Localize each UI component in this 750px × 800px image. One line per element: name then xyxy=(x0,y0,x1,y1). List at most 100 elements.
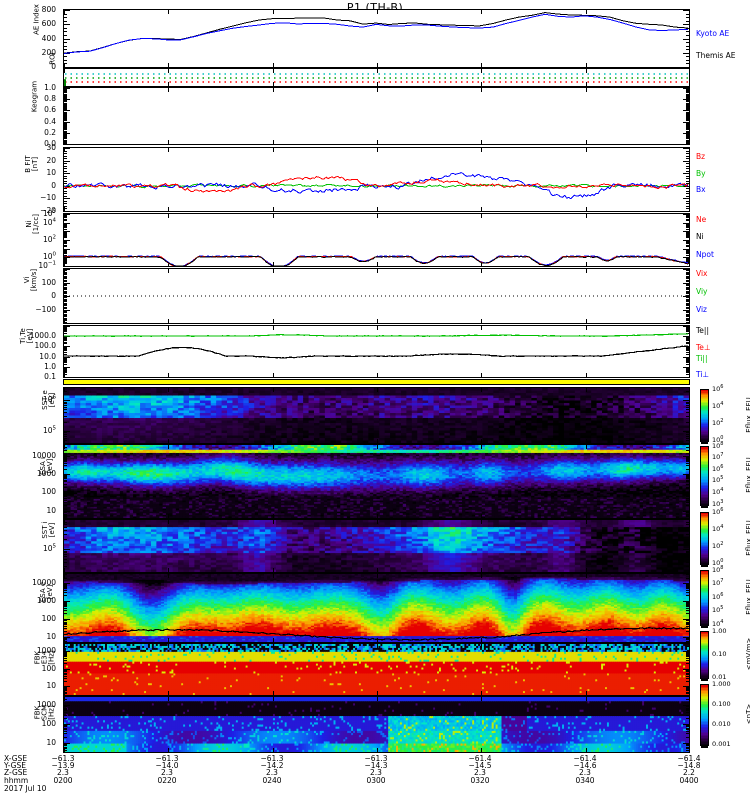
axis-tick xyxy=(686,127,689,128)
axis-tick xyxy=(686,658,689,659)
axis-tick xyxy=(683,326,689,327)
axis-tick xyxy=(64,262,67,263)
axis-tick xyxy=(686,339,689,340)
axis-tick xyxy=(686,493,689,494)
colorbar-step xyxy=(701,492,708,495)
colorbar-step xyxy=(701,638,708,640)
x-tick-value: −14.6 xyxy=(563,762,607,770)
axis-tick xyxy=(64,112,67,113)
axis-tick xyxy=(683,211,689,212)
axis-tick xyxy=(64,214,70,215)
axis-tick xyxy=(586,568,587,572)
colorbar-tick-label: 100 xyxy=(712,435,723,444)
axis-tick xyxy=(686,293,689,294)
axis-tick xyxy=(686,370,689,371)
axis-tick xyxy=(64,626,67,627)
panel-fbk-e34 xyxy=(63,643,690,696)
fbk-e-y-tick: 1000 xyxy=(0,647,56,655)
axis-tick xyxy=(481,262,482,266)
roi-axis-title: ROI xyxy=(49,35,57,81)
axis-tick xyxy=(273,63,274,67)
vi-axis-title: Vi [km/s] xyxy=(23,257,38,303)
axis-tick xyxy=(64,374,67,375)
colorbar-step xyxy=(701,538,708,541)
axis-tick xyxy=(64,118,67,119)
axis-tick xyxy=(64,225,67,226)
fbk-e-y-tick: 10 xyxy=(0,682,56,690)
axis-tick xyxy=(64,347,67,348)
colorbar-step xyxy=(701,663,708,666)
colorbar-step xyxy=(701,613,708,616)
axis-tick xyxy=(273,69,274,73)
p-fbkb-spectrogram-image xyxy=(64,697,689,752)
colorbar-step xyxy=(701,555,708,558)
colorbar-esa-e xyxy=(700,570,709,628)
colorbar-step xyxy=(701,674,708,676)
esa-e-y-tick: 10000 xyxy=(0,579,56,587)
colorbar-step xyxy=(701,490,708,493)
axis-tick xyxy=(64,438,67,439)
axis-tick xyxy=(686,278,689,279)
axis-tick xyxy=(64,368,67,369)
axis-tick xyxy=(686,260,689,261)
axis-tick xyxy=(64,651,70,652)
colorbar-step xyxy=(701,719,708,722)
axis-tick xyxy=(64,354,67,355)
colorbar-step xyxy=(701,468,708,471)
bfit-series-bx xyxy=(64,172,689,200)
axis-tick xyxy=(64,299,67,300)
axis-tick xyxy=(64,487,67,488)
axis-tick xyxy=(64,731,67,732)
axis-tick xyxy=(686,494,689,495)
colorbar-tick-label: 102 xyxy=(712,418,723,427)
axis-tick xyxy=(64,224,67,225)
axis-tick xyxy=(686,737,689,738)
axis-tick xyxy=(64,343,67,344)
axis-tick xyxy=(686,103,689,104)
colorbar-step xyxy=(701,723,708,727)
axis-tick xyxy=(64,367,70,368)
axis-tick xyxy=(64,592,67,593)
axis-tick xyxy=(377,439,378,443)
axis-tick xyxy=(683,257,689,258)
axis-tick xyxy=(686,361,689,362)
axis-tick xyxy=(64,181,67,182)
colorbar-step xyxy=(701,708,708,711)
vi-y-tick: 0 xyxy=(0,292,56,300)
axis-tick xyxy=(64,412,67,413)
axis-tick xyxy=(377,319,378,323)
axis-tick xyxy=(273,269,274,273)
axis-tick xyxy=(377,691,378,695)
axis-tick xyxy=(686,484,689,485)
axis-tick xyxy=(64,241,67,242)
axis-tick xyxy=(64,481,67,482)
axis-tick xyxy=(64,530,67,531)
axis-tick xyxy=(64,729,67,730)
axis-tick xyxy=(686,409,689,410)
axis-tick xyxy=(686,232,689,233)
axis-tick xyxy=(686,153,689,154)
colorbar-step xyxy=(701,736,708,739)
axis-tick xyxy=(686,295,689,296)
axis-tick xyxy=(64,669,70,670)
bfit-y-tick: 30 xyxy=(0,144,56,152)
colorbar-step xyxy=(701,603,708,606)
vi-y-tick: 100 xyxy=(0,279,56,287)
colorbar-step xyxy=(701,437,708,440)
colorbar-tick-label: 104 xyxy=(712,487,723,496)
axis-tick xyxy=(273,10,274,14)
legend-ti: Ti⊥ xyxy=(696,371,709,379)
axis-tick xyxy=(64,269,65,273)
axis-tick xyxy=(686,331,689,332)
y-gse-label: Y-GSE xyxy=(4,762,26,770)
axis-tick xyxy=(686,534,689,535)
colorbar-step xyxy=(701,670,708,673)
axis-tick xyxy=(683,266,689,267)
colorbar-tick-label: 106 xyxy=(712,507,723,516)
axis-tick xyxy=(686,608,689,609)
axis-tick xyxy=(686,328,689,329)
axis-tick xyxy=(686,233,689,234)
ni-y-tick: 105 xyxy=(0,209,56,218)
axis-tick xyxy=(64,214,65,218)
roi-edge-mark xyxy=(64,79,66,86)
